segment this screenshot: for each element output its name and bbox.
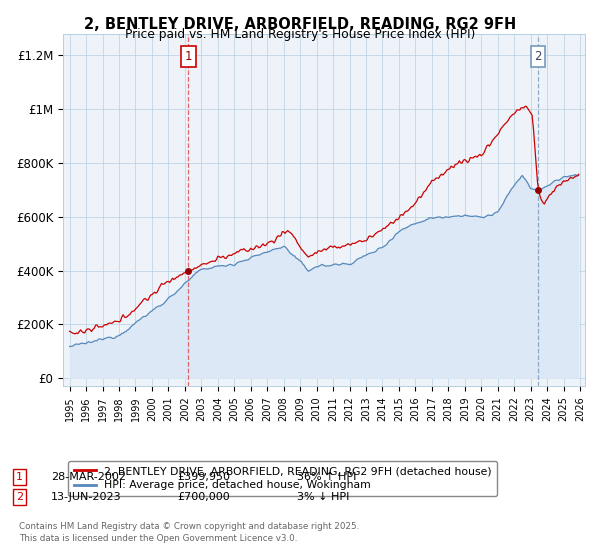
Text: 2, BENTLEY DRIVE, ARBORFIELD, READING, RG2 9FH: 2, BENTLEY DRIVE, ARBORFIELD, READING, R… bbox=[84, 17, 516, 32]
Text: £399,950: £399,950 bbox=[177, 472, 230, 482]
Text: 2: 2 bbox=[535, 50, 542, 63]
Text: Contains HM Land Registry data © Crown copyright and database right 2025.
This d: Contains HM Land Registry data © Crown c… bbox=[19, 522, 359, 543]
Text: 28-MAR-2002: 28-MAR-2002 bbox=[51, 472, 126, 482]
Text: £700,000: £700,000 bbox=[177, 492, 230, 502]
Text: Price paid vs. HM Land Registry's House Price Index (HPI): Price paid vs. HM Land Registry's House … bbox=[125, 28, 475, 41]
Text: 36% ↑ HPI: 36% ↑ HPI bbox=[297, 472, 356, 482]
Text: 3% ↓ HPI: 3% ↓ HPI bbox=[297, 492, 349, 502]
Text: 2: 2 bbox=[16, 492, 23, 502]
Text: 1: 1 bbox=[185, 50, 192, 63]
Text: 13-JUN-2023: 13-JUN-2023 bbox=[51, 492, 122, 502]
Text: 1: 1 bbox=[16, 472, 23, 482]
Legend: 2, BENTLEY DRIVE, ARBORFIELD, READING, RG2 9FH (detached house), HPI: Average pr: 2, BENTLEY DRIVE, ARBORFIELD, READING, R… bbox=[68, 461, 497, 496]
